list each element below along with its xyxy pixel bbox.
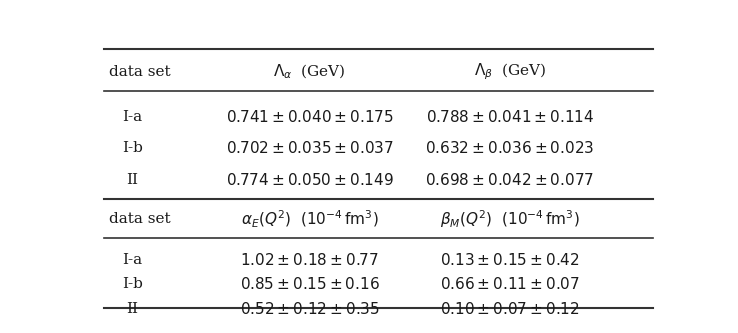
Text: $1.02 \pm 0.18 \pm 0.77$: $1.02 \pm 0.18 \pm 0.77$ — [241, 252, 379, 268]
Text: $\beta_M(Q^2)$  $(10^{-4}\,\mathrm{fm}^3)$: $\beta_M(Q^2)$ $(10^{-4}\,\mathrm{fm}^3)… — [440, 208, 579, 230]
Text: $0.774 \pm 0.050 \pm 0.149$: $0.774 \pm 0.050 \pm 0.149$ — [226, 172, 393, 188]
Text: $0.66 \pm 0.11 \pm 0.07$: $0.66 \pm 0.11 \pm 0.07$ — [440, 276, 580, 292]
Text: I-a: I-a — [123, 253, 142, 267]
Text: $0.741 \pm 0.040 \pm 0.175$: $0.741 \pm 0.040 \pm 0.175$ — [226, 109, 393, 125]
Text: $0.702 \pm 0.035 \pm 0.037$: $0.702 \pm 0.035 \pm 0.037$ — [226, 140, 393, 156]
Text: $\Lambda_\beta$  (GeV): $\Lambda_\beta$ (GeV) — [474, 62, 546, 82]
Text: data set: data set — [109, 65, 171, 79]
Text: I-b: I-b — [122, 277, 142, 291]
Text: $0.85 \pm 0.15 \pm 0.16$: $0.85 \pm 0.15 \pm 0.16$ — [240, 276, 379, 292]
Text: $0.698 \pm 0.042 \pm 0.077$: $0.698 \pm 0.042 \pm 0.077$ — [425, 172, 594, 188]
Text: data set: data set — [109, 212, 171, 226]
Text: $0.10 \pm 0.07 \pm 0.12$: $0.10 \pm 0.07 \pm 0.12$ — [440, 301, 579, 317]
Text: $\Lambda_\alpha$  (GeV): $\Lambda_\alpha$ (GeV) — [273, 63, 346, 81]
Text: $\alpha_E(Q^2)$  $(10^{-4}\,\mathrm{fm}^3)$: $\alpha_E(Q^2)$ $(10^{-4}\,\mathrm{fm}^3… — [241, 209, 379, 230]
Text: $0.788 \pm 0.041 \pm 0.114$: $0.788 \pm 0.041 \pm 0.114$ — [426, 109, 594, 125]
Text: I-b: I-b — [122, 141, 142, 155]
Text: II: II — [126, 173, 138, 187]
Text: $0.13 \pm 0.15 \pm 0.42$: $0.13 \pm 0.15 \pm 0.42$ — [440, 252, 579, 268]
Text: $0.52 \pm 0.12 \pm 0.35$: $0.52 \pm 0.12 \pm 0.35$ — [240, 301, 379, 317]
Text: II: II — [126, 302, 138, 316]
Text: $0.632 \pm 0.036 \pm 0.023$: $0.632 \pm 0.036 \pm 0.023$ — [425, 140, 594, 156]
Text: I-a: I-a — [123, 110, 142, 124]
